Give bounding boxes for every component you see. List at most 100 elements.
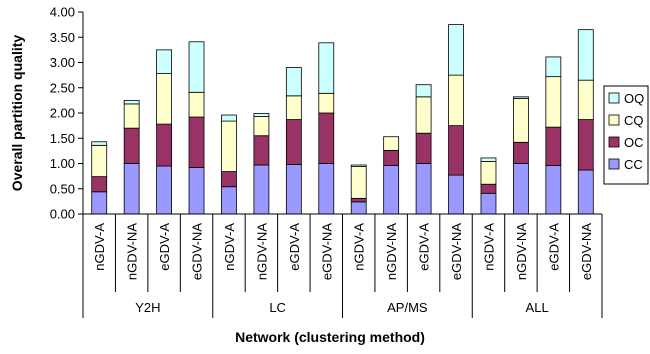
legend-swatch-cq [608, 114, 620, 126]
y-tick-label: 2.50 [50, 80, 75, 95]
bar-segment-cq [545, 76, 562, 128]
x-axis-categories: nGDV-A nGDV-NA eGDV-A eGDV-NA Y2H nGDV-A nGDV-… [82, 214, 603, 318]
x-method-label: nGDV-NA [514, 223, 529, 280]
x-axis-label: Network (clustering method) [235, 329, 425, 345]
bar-segment-oc [480, 183, 497, 194]
bar-segment-cq [318, 92, 335, 114]
x-group-label: Y2H [135, 300, 160, 315]
bar-segment-oq [221, 114, 237, 122]
bar-segment-oc [448, 125, 464, 176]
legend-swatch-oq [608, 92, 620, 104]
bars-layer [91, 24, 594, 215]
bar-segment-oq [513, 96, 529, 99]
x-method-label: nGDV-NA [125, 223, 140, 280]
y-tick-label: 4.00 [50, 5, 75, 20]
bar-segment-oq [448, 24, 464, 76]
bar-segment-oq [318, 42, 335, 94]
bar-segment-cq [350, 166, 367, 199]
x-method-label: nGDV-NA [254, 223, 269, 280]
x-method-label: eGDV-A [546, 223, 561, 271]
bar-segment-cq [513, 97, 529, 143]
bar-segment-oq [545, 56, 562, 78]
bar-segment-cq [383, 136, 400, 151]
bar-segment-cc [156, 165, 172, 215]
x-group-label: LC [269, 300, 286, 315]
x-method-label: nGDV-A [352, 223, 367, 271]
bar-segment-cc [123, 163, 140, 215]
bar-segment-oc [221, 171, 237, 188]
bar-segment-cc [91, 191, 108, 215]
bar-segment-cc [253, 164, 270, 215]
x-method-label: nGDV-A [92, 223, 107, 271]
bar-segment-oq [91, 141, 108, 146]
bar-segment-cq [123, 103, 140, 129]
bar-segment-oq [480, 157, 497, 162]
bar-segment-oc [253, 135, 270, 166]
bar-segment-cc [545, 165, 562, 215]
bar-segment-oc [513, 141, 529, 164]
bar-segment-oc [318, 112, 335, 164]
y-tick-label: 1.50 [50, 131, 75, 146]
bar-segment-cq [577, 79, 594, 120]
x-method-label: eGDV-NA [449, 223, 464, 280]
bar-segment-cq [91, 144, 108, 178]
legend-swatch-oc [608, 136, 620, 148]
bar-segment-cq [253, 116, 270, 137]
bar-segment-cc [318, 163, 335, 215]
bar-segment-oc [123, 127, 140, 164]
y-tick-label: 1.00 [50, 156, 75, 171]
x-method-label: eGDV-A [417, 223, 432, 271]
legend-swatch-cc [608, 158, 620, 170]
bar-segment-cq [448, 74, 464, 127]
x-method-label: nGDV-A [222, 223, 237, 271]
bar-segment-oc [415, 132, 432, 164]
bar-segment-cc [221, 186, 237, 215]
legend-label-cq: CQ [624, 113, 644, 128]
legend-label-cc: CC [624, 157, 643, 172]
bar-segment-cc [415, 163, 432, 215]
bar-segment-cc [577, 169, 594, 215]
x-group-label: AP/MS [387, 300, 428, 315]
bar-segment-cc [480, 192, 497, 215]
bar-segment-cq [221, 120, 237, 172]
bar-segment-oc [91, 176, 108, 193]
x-method-label: eGDV-NA [319, 223, 334, 280]
x-method-label: eGDV-NA [579, 223, 594, 280]
bar-segment-cc [188, 167, 205, 215]
y-axis-label: Overall partition quality [9, 35, 25, 192]
legend: OQ CQ OC CC [603, 85, 649, 185]
bar-segment-oc [383, 149, 400, 166]
bar-segment-oc [350, 197, 367, 203]
x-method-label: eGDV-NA [190, 223, 205, 280]
bar-segment-cc [448, 174, 464, 215]
bar-segment-oq [577, 29, 594, 81]
y-tick-label: 2.00 [50, 106, 75, 121]
bar-segment-cc [513, 163, 529, 215]
bar-segment-oc [545, 126, 562, 166]
x-group-label: ALL [526, 300, 549, 315]
legend-label-oq: OQ [624, 91, 644, 106]
bar-segment-oq [188, 41, 205, 93]
bar-segment-oc [156, 123, 172, 167]
bar-segment-cc [383, 165, 400, 215]
bar-segment-cq [188, 91, 205, 118]
bar-segment-oc [285, 119, 302, 165]
y-tick-label: 0.50 [50, 181, 75, 196]
x-method-label: eGDV-A [157, 223, 172, 271]
bar-segment-oq [123, 99, 140, 105]
bar-segment-cq [480, 161, 497, 185]
legend-label-oc: OC [624, 135, 644, 150]
bar-segment-oq [285, 67, 302, 97]
bar-segment-oc [577, 119, 594, 171]
x-method-label: nGDV-NA [384, 223, 399, 280]
bar-segment-oq [253, 113, 270, 117]
bar-segment-cc [350, 201, 367, 215]
bar-segment-cq [285, 95, 302, 120]
bar-segment-oq [350, 164, 367, 167]
y-axis-ticks: 0.00 0.50 1.00 1.50 2.00 2.50 3.00 3.50 4.00 [50, 5, 83, 222]
bar-segment-cc [285, 164, 302, 215]
x-method-label: nGDV-A [481, 223, 496, 271]
bar-segment-cq [415, 96, 432, 134]
y-tick-label: 3.50 [50, 30, 75, 45]
